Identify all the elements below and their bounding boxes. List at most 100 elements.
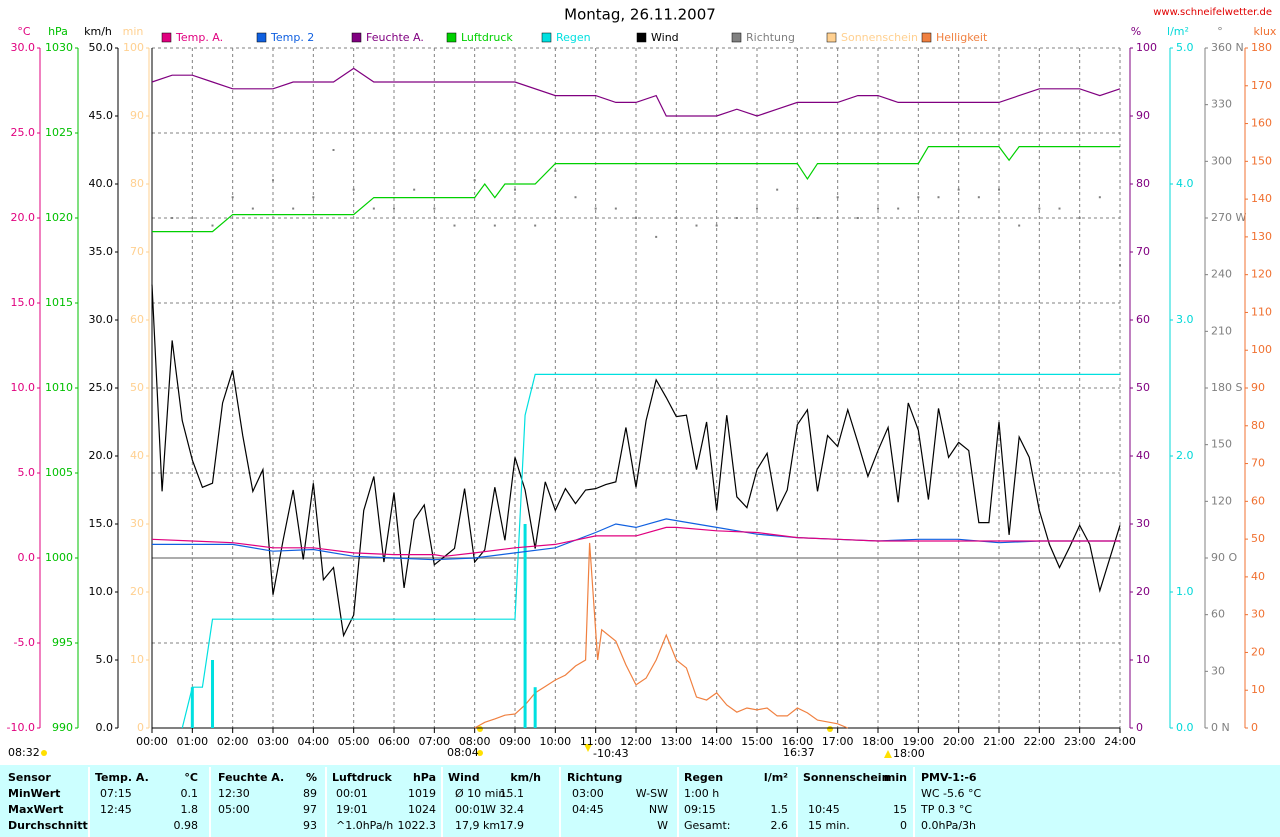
legend-label: Temp. 2 [270, 31, 314, 44]
table-cell: 00:01 [336, 787, 368, 800]
y-tick-label: 100 [1136, 41, 1157, 54]
table-cell: 12:45 [100, 803, 132, 816]
direction-dot [977, 196, 980, 199]
table-unit: min [884, 771, 907, 784]
y-tick-label: 15.0 [11, 296, 36, 309]
y-tick-label: 270 W [1211, 211, 1246, 224]
direction-dot [635, 217, 637, 219]
table-header: Luftdruck [332, 771, 393, 784]
y-tick-label: 60 [1211, 608, 1225, 621]
y-tick-label: 1025 [45, 126, 73, 139]
row-label: Durchschnitt [8, 819, 88, 832]
y-tick-label: 0 N [1211, 721, 1230, 734]
x-tick-label: 04:00 [297, 735, 329, 748]
direction-dot [292, 207, 295, 210]
table-cell: Gesamt: [684, 819, 731, 832]
y-tick-label: 170 [1251, 79, 1272, 92]
y-tick-label: 35.0 [89, 245, 114, 258]
x-tick-label: 15:00 [741, 735, 773, 748]
y-tick-label: 150 [1251, 154, 1272, 167]
table-cell: WC -5.6 °C [921, 787, 982, 800]
legend-swatch [446, 32, 457, 43]
y-tick-label: 100 [123, 41, 144, 54]
x-tick-label: 12:00 [620, 735, 652, 748]
table-cell: 04:45 [572, 803, 604, 816]
table-unit: km/h [510, 771, 541, 784]
table-cell: W [657, 819, 668, 832]
direction-dot [352, 188, 355, 191]
y-tick-label: 80 [130, 177, 144, 190]
legend-label: Temp. A. [175, 31, 223, 44]
table-cell: 0.1 [181, 787, 199, 800]
direction-dot [191, 217, 194, 219]
y-tick-label: 25.0 [89, 381, 114, 394]
table-cell: 2.6 [771, 819, 789, 832]
direction-dot [655, 235, 658, 238]
y-tick-label: 1020 [45, 211, 73, 224]
direction-dot [493, 224, 496, 227]
table-cell: ^1.0hPa/h [336, 819, 393, 832]
table-cell: 1024 [408, 803, 436, 816]
direction-dot [756, 207, 758, 210]
y-tick-label: 90 O [1211, 551, 1237, 564]
y-tick-label: 5.0 [96, 653, 114, 666]
y-tick-label: 140 [1251, 192, 1272, 205]
table-header: PMV-1:-6 [921, 771, 977, 784]
y-axis-unit: l/m² [1167, 25, 1189, 38]
y-tick-label: 40 [130, 449, 144, 462]
direction-dot [594, 207, 597, 210]
direction-dot [574, 196, 577, 199]
y-axis-unit: klux [1254, 25, 1277, 38]
direction-dot [1078, 217, 1081, 219]
table-cell: 00:01 [455, 803, 487, 816]
direction-dot [1098, 196, 1101, 199]
x-tick-label: 22:00 [1023, 735, 1055, 748]
table-cell: 1022.3 [398, 819, 437, 832]
x-tick-label: 05:00 [338, 735, 370, 748]
x-tick-label: 00:00 [136, 735, 168, 748]
table-unit: °C [184, 771, 198, 784]
y-tick-label: 130 [1251, 230, 1272, 243]
y-tick-label: 10 [1136, 653, 1150, 666]
series-line [151, 284, 1121, 638]
y-tick-label: 20.0 [11, 211, 36, 224]
x-tick-label: 16:00 [781, 735, 813, 748]
y-tick-label: 90 [130, 109, 144, 122]
direction-dot [1038, 207, 1041, 210]
y-axis-unit: % [1131, 25, 1141, 38]
direction-dot [1058, 207, 1061, 210]
y-tick-label: 5.0 [1176, 41, 1194, 54]
y-tick-label: 20 [1251, 645, 1265, 658]
table-cell: 93 [303, 819, 317, 832]
direction-dot [776, 188, 779, 191]
direction-dot [372, 207, 375, 210]
y-axis-unit: °C [17, 25, 31, 38]
table-cell: 12:30 [218, 787, 250, 800]
y-tick-label: 180 [1251, 41, 1272, 54]
rain-bar [523, 524, 527, 728]
direction-dot [231, 196, 234, 199]
y-tick-label: 70 [130, 245, 144, 258]
sun-icon [584, 744, 592, 752]
y-tick-label: 1015 [45, 296, 73, 309]
direction-dot [554, 169, 557, 172]
y-tick-label: 30 [1136, 517, 1150, 530]
annotation: 18:00 [893, 747, 925, 760]
y-tick-label: 50 [130, 381, 144, 394]
y-tick-label: 990 [52, 721, 73, 734]
table-header: Regen [684, 771, 723, 784]
y-tick-label: 160 [1251, 117, 1272, 130]
y-tick-label: 50.0 [89, 41, 114, 54]
table-cell: 05:00 [218, 803, 250, 816]
x-tick-label: 11:00 [580, 735, 612, 748]
y-axis-unit: km/h [84, 25, 112, 38]
direction-dot [312, 196, 315, 199]
y-tick-label: 80 [1136, 177, 1150, 190]
annotation: -10:43 [593, 747, 629, 760]
direction-dot [151, 196, 153, 199]
table-cell: TP 0.3 °C [920, 803, 972, 816]
y-tick-label: 4.0 [1176, 177, 1194, 190]
table-header: Sonnenschein [803, 771, 889, 784]
